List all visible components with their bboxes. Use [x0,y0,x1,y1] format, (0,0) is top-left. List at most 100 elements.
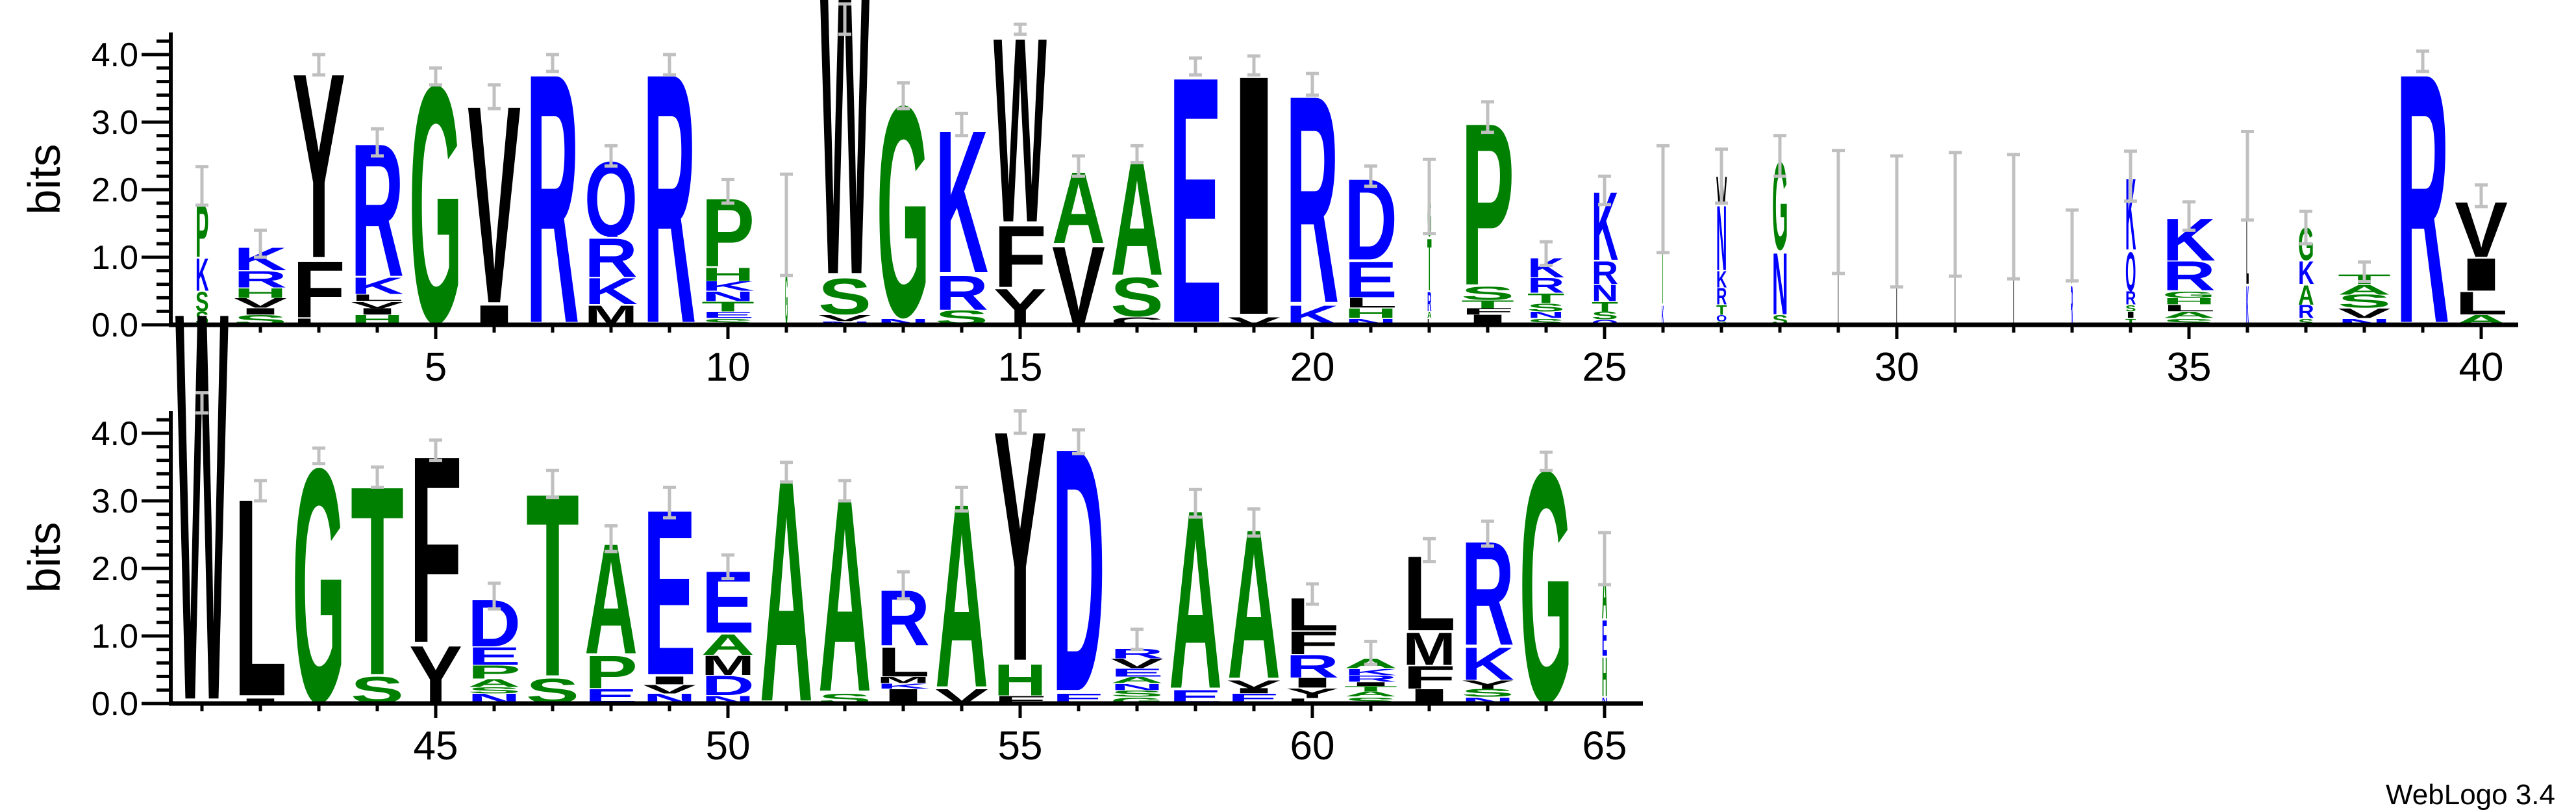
letter-H: H [2162,298,2216,305]
error-bar [1715,147,1728,205]
letter-Y: Y [292,66,345,260]
error-bar [897,81,910,110]
y-tick-label: 3.0 [92,104,138,142]
letter-L: L [1286,698,1339,704]
letter-P: P [584,655,638,689]
letter-R: R [1716,287,1727,305]
letter-E: E [643,504,696,677]
letter-V: V [1110,658,1164,668]
letter-K: K [1461,646,1514,680]
letter-H: H [1344,308,1397,318]
letter-E: E [1344,260,1397,298]
letter-I: I [234,698,287,704]
error-bar [1657,144,1669,255]
letter-Y: Y [1286,688,1339,698]
letter-V: V [2455,199,2508,257]
error-bar [1014,22,1027,36]
letter-E: E [1601,619,1608,657]
letter-T: T [701,301,755,312]
letter-R: R [351,139,404,278]
letter-W: W [818,0,871,278]
letter-Q: Q [2125,250,2136,291]
letter-L: L [1427,318,1432,325]
letter-T: T [2125,318,2136,325]
letter-R: R [1286,654,1339,678]
letter-K: K [351,277,404,295]
error-bar [312,53,325,77]
letter-H: H [234,287,287,298]
letter-L: L [1344,298,1397,308]
error-bar [1072,428,1085,455]
letter-S: S [195,291,209,312]
letter-L: L [2162,304,2216,312]
letter-A: A [1344,691,1397,697]
letter-R: R [584,236,638,278]
letter-V: V [2338,308,2391,318]
letter-F: F [1403,665,1456,689]
error-bar [1131,144,1144,164]
letter-G: G [784,270,788,325]
letter-F: F [409,449,462,644]
letter-R: R [2162,260,2216,291]
letter-I: I [1461,314,1514,325]
error-bar [2475,183,2488,209]
letter-I: I [1227,66,1281,317]
error-bar [1306,582,1319,606]
letter-F: F [1286,630,1339,655]
error-bar [254,479,267,503]
letter-S: S [468,687,521,694]
letter-N: N [1771,250,1788,315]
letter-A: A [760,474,813,704]
letter-W: W [175,298,229,704]
letter-T: T [351,479,404,677]
y-tick-label: 1.0 [92,618,138,655]
letter-F: F [1461,308,1514,315]
error-bar [195,391,208,415]
letter-I: I [2125,311,2136,318]
letter-A: A [2455,314,2508,325]
error-bar [1247,54,1260,77]
letter-M: M [584,304,638,325]
letter-R: R [2297,304,2314,318]
error-bar [1014,409,1027,435]
error-bar [1890,154,1903,289]
letter-S: S [195,311,209,325]
letter-A: A [1110,158,1164,277]
error-bar [429,66,442,87]
letter-K: K [1716,270,1727,288]
letter-T: T [1344,685,1397,692]
letter-T: T [1716,304,1727,315]
error-bar [605,524,618,553]
letter-D: D [1344,176,1397,261]
x-tick-label: 40 [2459,345,2504,390]
letter-V: V [1052,244,1105,325]
letter-V: V [468,98,521,305]
error-bar [897,570,910,601]
error-bar [2416,49,2429,73]
letter-D: D [701,675,755,696]
error-bar [1364,164,1377,188]
letter-R: R [1527,277,1565,294]
letter-A: A [1110,676,1164,683]
letter-E: E [468,646,521,665]
letter-S: S [234,314,287,325]
letter-T: T [1591,301,1618,312]
error-bar [2066,208,2079,283]
letter-N: N [1344,318,1397,325]
letter-F: F [292,259,345,318]
letter-S: S [701,318,755,325]
letter-A: A [2162,311,2216,318]
y-tick-label: 0.0 [92,307,138,344]
x-tick-label: 55 [998,724,1043,768]
letter-G: G [1519,463,1573,704]
letter-M: M [877,676,930,683]
letter-A: A [818,490,871,694]
error-bar [838,479,851,503]
error-bar [312,446,325,466]
letter-L: L [351,294,404,301]
letter-E: E [1052,693,1105,704]
letter-E: E [1227,693,1281,704]
error-bar [780,461,793,484]
